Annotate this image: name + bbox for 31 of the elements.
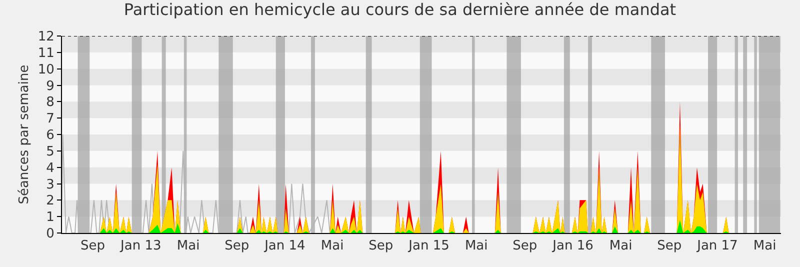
y-tick-label: 11 <box>38 46 54 61</box>
x-tick-label: Mai <box>464 238 488 254</box>
y-tick-label: 1 <box>46 210 54 226</box>
y-tick-label: 7 <box>46 112 54 127</box>
y-tick-label: 0 <box>46 226 54 242</box>
y-tick-label: 5 <box>46 144 54 160</box>
y-tick-label: 3 <box>46 177 54 192</box>
x-tick-label: Sep <box>368 238 394 254</box>
y-tick-label: 2 <box>46 194 54 209</box>
x-tick-label: Sep <box>80 238 106 254</box>
line-series <box>62 134 330 233</box>
x-tick-label: Sep <box>224 238 250 254</box>
x-tick-label: Mai <box>176 238 200 254</box>
y-tick-label: 12 <box>38 30 54 45</box>
x-tick-label: Jan 17 <box>696 238 738 254</box>
chart-title: Participation en hemicycle au cours de sa dernière année de mandat <box>124 0 676 20</box>
y-axis-title: Séances par semaine <box>16 64 32 204</box>
x-tick-label: Sep <box>512 238 538 254</box>
x-tick-label: Jan 14 <box>264 238 306 254</box>
y-tick-label: 6 <box>46 128 54 144</box>
x-tick-label: Jan 15 <box>408 238 450 254</box>
x-tick-label: Mai <box>320 238 344 254</box>
x-tick-label: Sep <box>657 238 682 254</box>
y-tick-label: 10 <box>38 62 54 78</box>
y-tick-label: 8 <box>46 95 54 110</box>
x-tick-label: Mai <box>609 238 632 254</box>
x-tick-label: Jan 13 <box>120 238 162 254</box>
x-tick-label: Jan 16 <box>552 238 594 254</box>
x-tick-label: Mai <box>753 238 776 254</box>
y-tick-label: 4 <box>46 160 54 176</box>
y-tick-label: 9 <box>46 78 54 94</box>
